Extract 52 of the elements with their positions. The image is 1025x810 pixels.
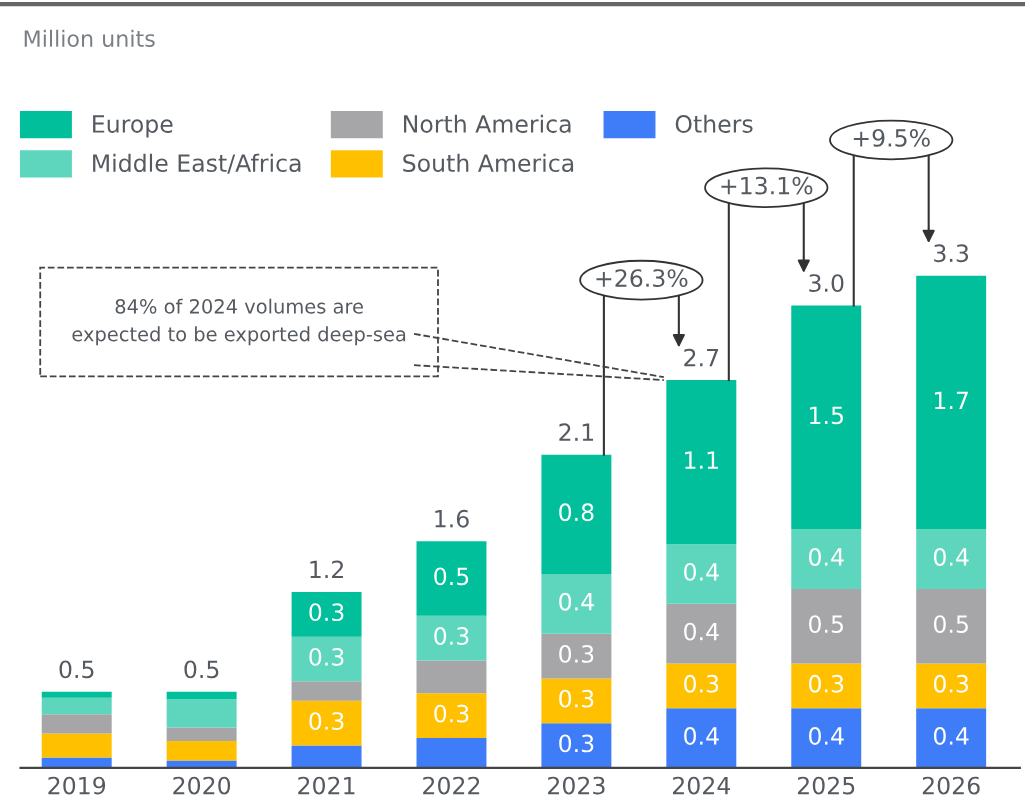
data-label: 0.5	[809, 615, 843, 634]
x-tick-label: 2020	[173, 776, 231, 795]
data-label: 0.3	[309, 603, 344, 622]
text: +9.5%	[853, 128, 930, 147]
x-tick-label: 2024	[673, 776, 731, 795]
x-tick-label: 2019	[48, 776, 106, 795]
data-label: 0.4	[684, 622, 719, 641]
data-label: 0.4	[559, 592, 594, 611]
legend-label: Europe	[93, 115, 173, 138]
x-tick-label: 2021	[298, 776, 355, 795]
annotation: 84% of 2024 volumes are expected to be exported deep-sea	[72, 298, 406, 346]
data-label: 0.4	[809, 548, 844, 566]
data-label: 0.5	[933, 615, 968, 634]
data-label: 0.3	[559, 689, 594, 708]
total-label: 2.7	[684, 348, 719, 367]
data-label: 0.4	[933, 727, 969, 745]
data-label: 0.3	[559, 645, 594, 663]
text: +13.1%	[721, 176, 813, 195]
data-label: 0.3	[684, 674, 719, 693]
x-tick-label: 2025	[797, 776, 855, 795]
data-label: 0.3	[309, 712, 344, 730]
total-label: 1.6	[435, 509, 469, 528]
total-label: 1.2	[310, 560, 343, 579]
legend-label: South America	[403, 153, 574, 172]
x-tick-label: 2026	[922, 776, 980, 795]
data-label: 0.4	[684, 562, 719, 581]
text: Million units	[24, 29, 155, 47]
data-label: 1.5	[810, 406, 843, 425]
data-label: 0.3	[309, 647, 344, 666]
total-label: 3.0	[809, 274, 844, 292]
data-label: 0.5	[434, 567, 469, 586]
data-label: 0.4	[809, 727, 844, 745]
legend-label: Others	[675, 114, 753, 133]
total-label: 3.3	[934, 244, 969, 263]
data-label: 0.3	[933, 674, 969, 693]
data-label: 0.3	[559, 734, 594, 753]
data-label: 0.4	[684, 727, 719, 745]
x-tick-label: 2022	[423, 776, 480, 795]
data-label: 0.8	[559, 503, 594, 522]
data-label: 0.3	[434, 704, 469, 723]
total-label: 0.5	[184, 660, 219, 679]
data-label: 0.4	[933, 548, 969, 566]
data-label: 0.3	[809, 674, 844, 693]
x-tick-label: 2023	[548, 776, 605, 795]
legend-label: Middle East/Africa	[93, 153, 301, 174]
total-label: 0.5	[59, 660, 94, 679]
legend-label: North America	[403, 114, 571, 133]
data-label: 1.1	[685, 451, 718, 469]
total-label: 2.1	[559, 423, 593, 441]
annotation: +26.3%	[596, 269, 688, 288]
data-label: 1.7	[934, 391, 968, 409]
data-label: 0.3	[434, 627, 469, 645]
